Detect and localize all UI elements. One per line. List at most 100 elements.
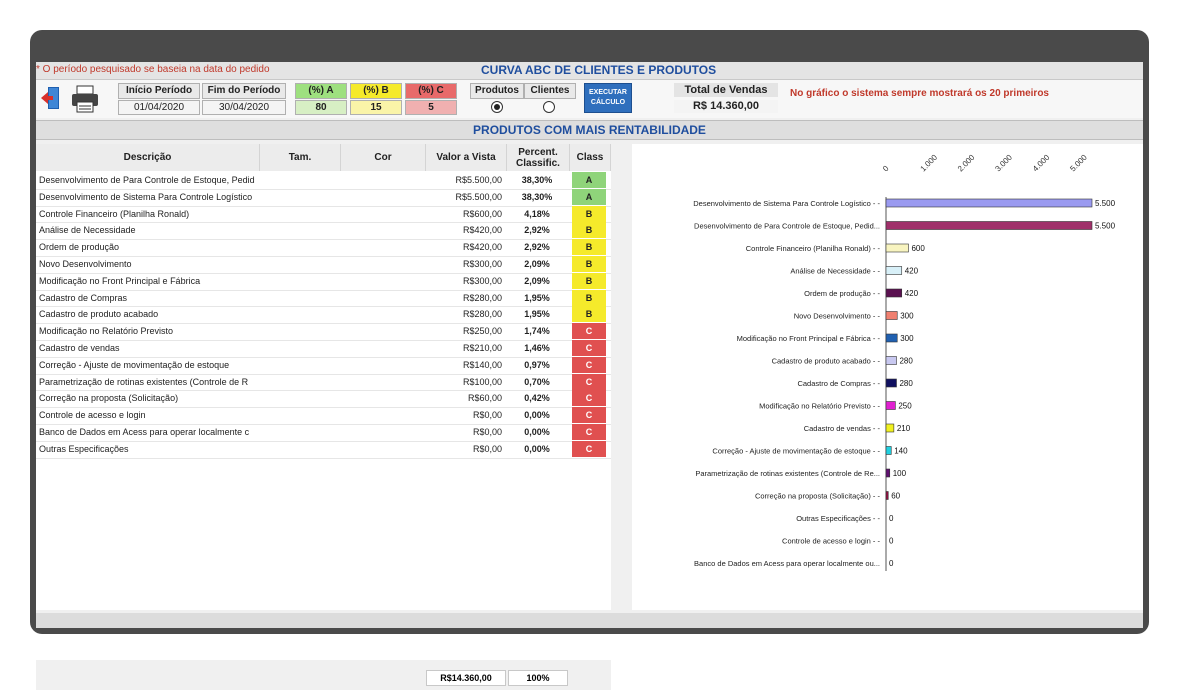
col-descricao[interactable]: Descrição (36, 144, 260, 171)
execute-button-line1: EXECUTAR (589, 89, 627, 96)
row-description: Cadastro de produto acabado (39, 309, 159, 320)
row-percent: 4,18% (524, 208, 550, 219)
total-sales-label: Total de Vendas (674, 83, 778, 97)
end-period-field[interactable]: 30/04/2020 (202, 100, 286, 115)
execute-calculation-button[interactable]: EXECUTAR CÁLCULO (584, 83, 632, 113)
table-row[interactable]: Parametrização de rotinas existentes (Co… (36, 373, 611, 392)
table-row[interactable]: Controle de acesso e login R$0,00 0,00% C (36, 407, 611, 425)
category-label: Parametrização de rotinas existentes (Co… (695, 469, 880, 478)
row-percent: 0,00% (524, 410, 550, 421)
bar (885, 288, 903, 298)
col-percent[interactable]: Percent. Classific. (507, 144, 570, 171)
value-label: 5.500 (1095, 222, 1116, 231)
start-period-field[interactable]: 01/04/2020 (118, 100, 200, 115)
table-row[interactable]: Correção - Ajuste de movimentação de est… (36, 356, 611, 375)
table-row[interactable]: Modificação no Relatório Previsto R$250,0… (36, 323, 611, 341)
col-class[interactable]: Class (570, 144, 611, 171)
clientes-label: Clientes (524, 83, 576, 99)
row-class-badge: C (572, 340, 606, 356)
row-description: Parametrização de rotinas existentes (Co… (39, 376, 249, 387)
clientes-radio[interactable] (543, 101, 555, 113)
bar (885, 266, 903, 275)
category-label: Desenvolvimento de Para Controle de Esto… (694, 222, 880, 231)
value-label: 250 (898, 402, 912, 411)
row-class-badge: C (572, 440, 606, 457)
end-period-label: Fim do Período (202, 83, 286, 99)
row-class-badge: B (572, 239, 606, 256)
row-percent: 2,92% (524, 225, 550, 236)
table-row[interactable]: Modificação no Front Principal e Fábrica… (36, 272, 611, 291)
row-class-badge: A (572, 172, 606, 188)
category-label: Controle Financeiro (Planilha Ronald) - … (746, 244, 881, 253)
row-description: Ordem de produção (39, 242, 120, 253)
row-value: R$5.500,00 (455, 191, 502, 202)
row-class-badge: B (572, 272, 606, 289)
category-label: Outras Especificações - - (796, 514, 880, 523)
x-tick-label: 4.000 (1031, 153, 1052, 174)
row-description: Novo Desenvolvimento (39, 259, 132, 269)
table-row[interactable]: Correção na proposta (Solicitação) R$60,0… (36, 390, 611, 409)
col-valor[interactable]: Valor a Vista (426, 144, 507, 171)
row-value: R$600,00 (462, 208, 502, 219)
row-value: R$0,00 (472, 410, 502, 421)
produtos-radio[interactable] (491, 101, 503, 113)
row-percent: 1,46% (524, 343, 550, 353)
class-a-field[interactable]: 80 (295, 100, 347, 115)
row-class-badge: C (572, 407, 606, 424)
value-label: 0 (889, 537, 894, 546)
row-description: Outras Especificações (39, 443, 129, 454)
row-description: Banco de Dados em Acess para operar loca… (39, 427, 250, 437)
value-label: 140 (894, 447, 908, 456)
row-class-badge: C (572, 424, 606, 440)
exit-icon[interactable] (40, 86, 62, 110)
row-description: Análise de Necessidade (39, 225, 136, 236)
row-description: Modificação no Relatório Previsto (39, 326, 174, 337)
category-label: Correção - Ajuste de movimentação de est… (712, 447, 880, 456)
bar (885, 491, 889, 500)
row-percent: 0,97% (524, 359, 550, 370)
table-row[interactable]: Cadastro de vendas R$210,00 1,46% C (36, 340, 611, 358)
total-value: R$14.360,00 (426, 670, 506, 686)
table-row[interactable]: Controle Financeiro (Planilha Ronald) R$6… (36, 205, 611, 224)
row-value: R$420,00 (462, 225, 502, 236)
start-period-label: Início Período (118, 83, 200, 99)
row-value: R$210,00 (462, 343, 502, 353)
class-c-field[interactable]: 5 (405, 100, 457, 115)
status-bar (36, 613, 1143, 628)
x-tick-label: 3.000 (993, 153, 1014, 174)
row-percent: 38,30% (521, 175, 553, 185)
x-tick-label: 0 (881, 164, 891, 174)
bar (885, 423, 895, 433)
total-percent: 100% (508, 670, 568, 686)
value-label: 300 (900, 312, 914, 321)
page-title: CURVA ABC DE CLIENTES E PRODUTOS (481, 63, 717, 77)
table-row[interactable]: Banco de Dados em Acess para operar loca… (36, 424, 611, 442)
row-percent: 38,30% (521, 191, 553, 202)
table-row[interactable]: Novo Desenvolvimento R$300,00 2,09% B (36, 256, 611, 274)
table-row[interactable]: Cadastro de Compras R$280,00 1,95% B (36, 289, 611, 308)
row-description: Controle de acesso e login (39, 410, 146, 421)
row-value: R$420,00 (462, 242, 502, 253)
row-description: Cadastro de vendas (39, 343, 120, 353)
controls-bar: Início Período 01/04/2020 Fim do Período… (36, 80, 1143, 118)
table-row[interactable]: Cadastro de produto acabado R$280,00 1,95%… (36, 306, 611, 325)
row-class-badge: C (572, 373, 606, 390)
row-description: Cadastro de Compras (39, 292, 128, 303)
row-percent: 1,74% (524, 326, 550, 337)
table-row[interactable]: Outras Especificações R$0,00 0,00% C (36, 440, 611, 459)
category-label: Modificação no Front Principal e Fábrica… (737, 334, 881, 343)
table-row[interactable]: Ordem de produção R$420,00 2,92% B (36, 239, 611, 257)
col-cor[interactable]: Cor (341, 144, 426, 171)
table-row[interactable]: Análise de Necessidade R$420,00 2,92% B (36, 222, 611, 241)
printer-icon[interactable] (70, 85, 100, 113)
table-row[interactable]: Desenvolvimento de Sistema Para Controle… (36, 188, 611, 207)
row-value: R$100,00 (462, 376, 502, 387)
col-tam[interactable]: Tam. (260, 144, 341, 171)
row-description: Desenvolvimento de Sistema Para Controle… (39, 191, 253, 202)
produtos-label: Produtos (470, 83, 524, 99)
value-label: 280 (899, 379, 913, 388)
row-class-badge: B (572, 222, 606, 239)
x-tick-label: 1.000 (919, 153, 940, 174)
table-row[interactable]: Desenvolvimento de Para Controle de Esto… (36, 172, 611, 190)
class-b-field[interactable]: 15 (350, 100, 402, 115)
